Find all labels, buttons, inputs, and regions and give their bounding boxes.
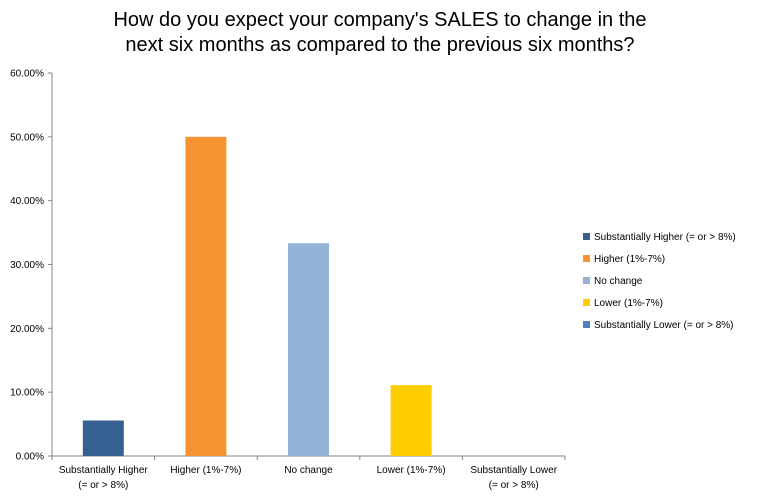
- bar: [390, 385, 432, 456]
- legend-swatch: [583, 299, 590, 306]
- y-tick-label: 60.00%: [10, 69, 44, 80]
- x-category-label: Substantially Higher: [59, 465, 149, 476]
- y-tick-label: 40.00%: [10, 196, 44, 207]
- legend-label: Lower (1%-7%): [594, 298, 663, 309]
- x-category-label: No change: [284, 465, 333, 476]
- legend-swatch: [583, 233, 590, 240]
- chart-title: How do you expect your company's SALES t…: [0, 8, 760, 58]
- legend-swatch: [583, 255, 590, 262]
- legend-label: No change: [594, 276, 643, 287]
- y-tick-label: 30.00%: [10, 260, 44, 271]
- chart-title-line-2: next six months as compared to the previ…: [125, 34, 635, 56]
- chart-title-line-1: How do you expect your company's SALES t…: [113, 9, 647, 31]
- legend-label: Higher (1%-7%): [594, 254, 665, 265]
- y-tick-label: 20.00%: [10, 324, 44, 335]
- bar: [288, 243, 329, 456]
- legend-swatch: [583, 321, 590, 328]
- bar: [82, 420, 124, 456]
- legend-label: Substantially Lower (= or > 8%): [594, 320, 734, 331]
- y-tick-label: 50.00%: [10, 132, 44, 143]
- bar: [185, 136, 227, 457]
- x-category-label: Higher (1%-7%): [170, 465, 241, 476]
- x-category-label: Substantially Lower: [470, 465, 557, 476]
- x-category-label: (= or > 8%): [78, 480, 128, 491]
- x-category-label: Lower (1%-7%): [377, 465, 446, 476]
- x-category-label: (= or > 8%): [489, 480, 539, 491]
- y-tick-label: 0.00%: [16, 452, 44, 463]
- legend-label: Substantially Higher (= or > 8%): [594, 232, 736, 243]
- y-tick-label: 10.00%: [10, 388, 44, 399]
- legend-swatch: [583, 277, 590, 284]
